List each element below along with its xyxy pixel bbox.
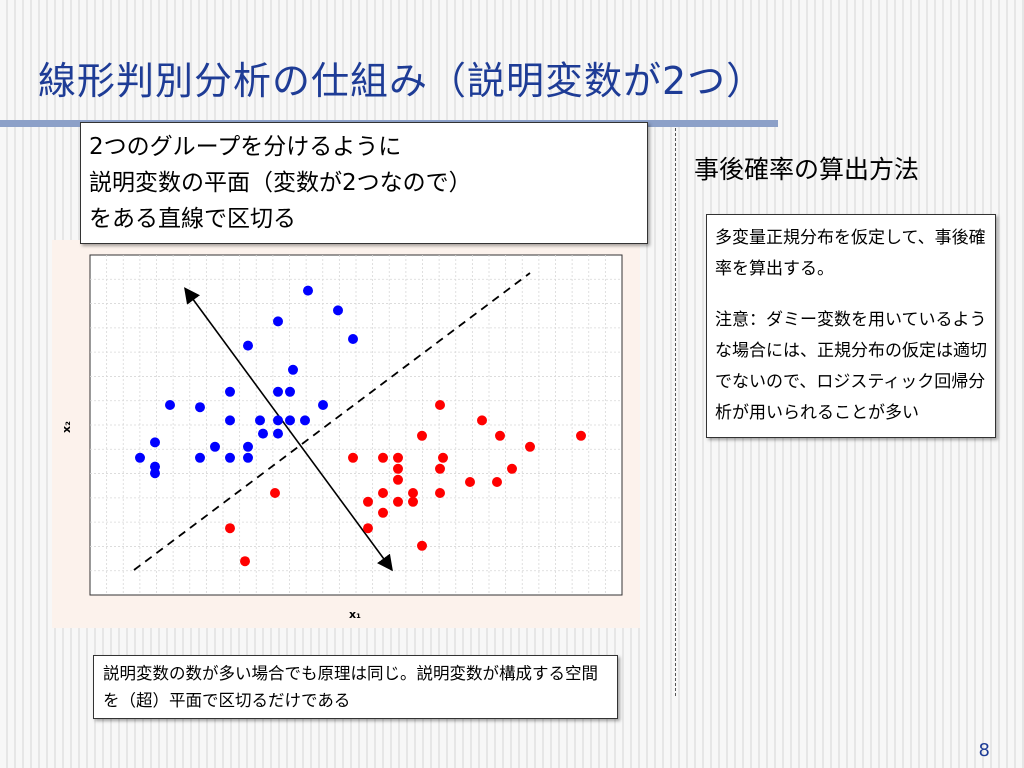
vertical-divider bbox=[675, 128, 676, 696]
blue-group-point bbox=[273, 386, 283, 397]
red-group-point bbox=[393, 463, 403, 474]
red-group-point bbox=[417, 540, 427, 551]
red-group-point bbox=[363, 496, 373, 507]
callout-line-3: をある直線で区切る bbox=[89, 206, 296, 232]
red-group-point bbox=[363, 523, 373, 534]
blue-group-point bbox=[333, 305, 343, 316]
red-group-point bbox=[393, 452, 403, 463]
decision-boundary-dashed-line bbox=[133, 272, 531, 571]
slide-title: 線形判別分析の仕組み（説明変数が2つ） bbox=[38, 59, 766, 103]
explanation-callout: 2つのグループを分けるように 説明変数の平面（変数が2つなので） をある直線で区… bbox=[80, 122, 648, 244]
red-group-point bbox=[393, 496, 403, 507]
side-note-paragraph-1: 多変量正規分布を仮定して、事後確率を算出する。 bbox=[715, 228, 986, 279]
blue-group-point bbox=[318, 400, 328, 410]
blue-group-point bbox=[258, 428, 268, 439]
data-points bbox=[135, 285, 586, 567]
red-group-point bbox=[525, 441, 535, 452]
blue-group-point bbox=[285, 386, 295, 397]
red-group-point bbox=[270, 488, 280, 498]
scatter-chart: x₂ x₁ bbox=[60, 254, 623, 621]
blue-group-point bbox=[165, 400, 175, 410]
blue-group-point bbox=[225, 452, 235, 463]
blue-group-point bbox=[300, 415, 310, 426]
blue-group-point bbox=[195, 402, 205, 413]
blue-group-point bbox=[255, 415, 265, 426]
red-group-point bbox=[378, 452, 388, 463]
blue-group-point bbox=[273, 428, 283, 439]
red-group-point bbox=[408, 496, 418, 507]
blue-group-point bbox=[210, 441, 220, 452]
posterior-method-note: 多変量正規分布を仮定して、事後確率を算出する。 注意：ダミー変数を用いているよう… bbox=[706, 214, 996, 438]
blue-group-point bbox=[135, 452, 145, 463]
page-number: 8 bbox=[978, 740, 990, 761]
red-group-point bbox=[495, 430, 505, 441]
blue-group-point bbox=[285, 415, 295, 426]
red-group-point bbox=[435, 400, 445, 410]
red-group-point bbox=[225, 523, 235, 534]
red-group-point bbox=[465, 477, 475, 487]
callout-line-1: 2つのグループを分けるように bbox=[89, 134, 402, 160]
red-group-point bbox=[507, 463, 517, 474]
red-group-point bbox=[378, 507, 388, 518]
blue-group-point bbox=[243, 340, 253, 351]
discriminant-arrow-line bbox=[184, 287, 393, 572]
scatter-chart-panel: x₂ x₁ bbox=[52, 240, 640, 628]
red-group-point bbox=[477, 415, 487, 426]
blue-group-point bbox=[225, 415, 235, 426]
red-group-point bbox=[417, 430, 427, 441]
red-group-point bbox=[348, 452, 358, 463]
blue-group-point bbox=[288, 364, 298, 375]
red-group-point bbox=[240, 556, 250, 567]
blue-group-point bbox=[348, 334, 358, 344]
side-note-paragraph-2: 注意：ダミー変数を用いているような場合には、正規分布の仮定は適切でないので、ロジ… bbox=[715, 310, 987, 423]
red-group-point bbox=[435, 488, 445, 498]
blue-group-point bbox=[150, 461, 160, 472]
blue-group-point bbox=[195, 452, 205, 463]
x-axis-label: x₁ bbox=[349, 608, 361, 621]
red-group-point bbox=[576, 430, 586, 441]
red-group-point bbox=[492, 477, 502, 487]
blue-group-point bbox=[150, 437, 160, 448]
blue-group-point bbox=[243, 452, 253, 463]
side-heading: 事後確率の算出方法 bbox=[694, 155, 920, 184]
red-group-point bbox=[435, 463, 445, 474]
blue-group-point bbox=[273, 415, 283, 426]
red-group-point bbox=[393, 474, 403, 485]
y-axis-label: x₂ bbox=[60, 421, 73, 433]
red-group-point bbox=[438, 452, 448, 463]
bottom-note: 説明変数の数が多い場合でも原理は同じ。説明変数が構成する空間を（超）平面で区切る… bbox=[93, 655, 618, 719]
blue-group-point bbox=[243, 441, 253, 452]
callout-line-2: 説明変数の平面（変数が2つなので） bbox=[89, 170, 472, 196]
red-group-point bbox=[378, 488, 388, 498]
blue-group-point bbox=[303, 285, 313, 296]
blue-group-point bbox=[225, 386, 235, 397]
blue-group-point bbox=[273, 316, 283, 327]
red-group-point bbox=[408, 488, 418, 498]
